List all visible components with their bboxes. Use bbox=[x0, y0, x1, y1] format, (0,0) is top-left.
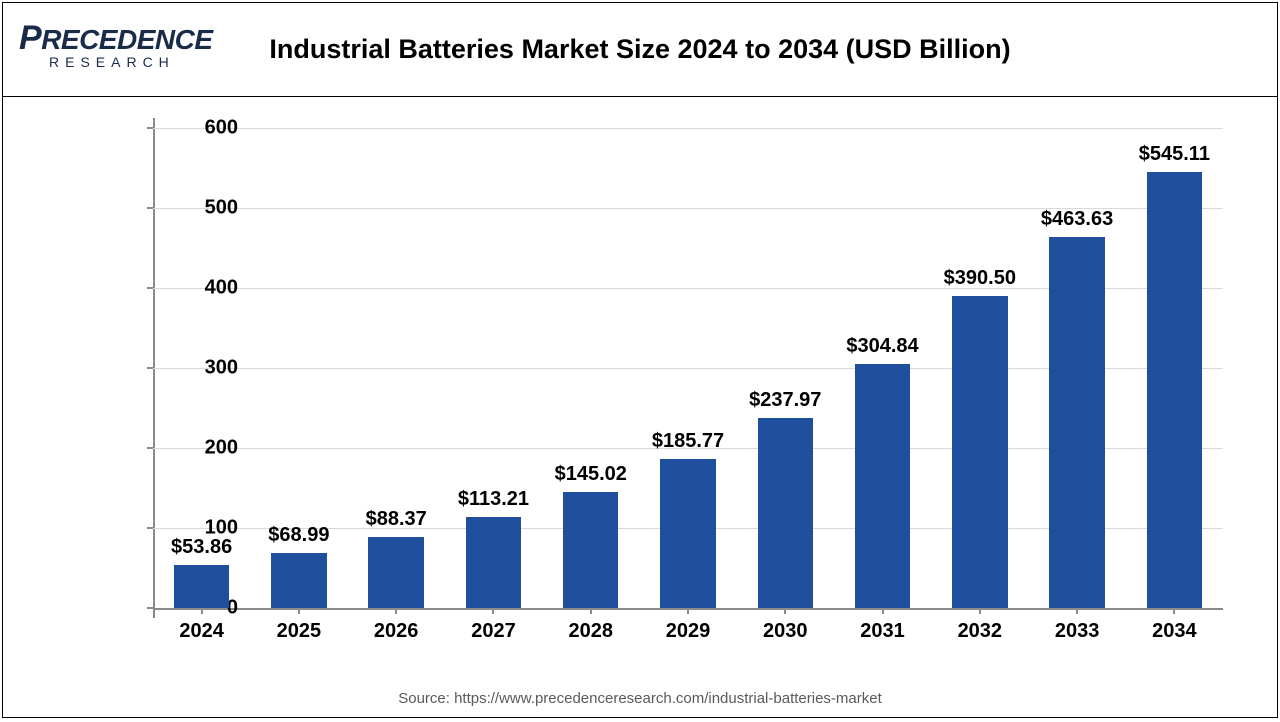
bar-group: $237.97 bbox=[758, 418, 813, 608]
x-category-label: 2030 bbox=[763, 620, 808, 643]
bar-value-label: $304.84 bbox=[846, 335, 918, 358]
bar-value-label: $390.50 bbox=[944, 267, 1016, 290]
bar-value-label: $237.97 bbox=[749, 389, 821, 412]
source-caption: Source: https://www.precedenceresearch.c… bbox=[3, 690, 1277, 707]
x-tick-mark bbox=[882, 608, 884, 614]
x-category-label: 2033 bbox=[1055, 620, 1100, 643]
chart-area: 0100200300400500600 $53.86$68.99$88.37$1… bbox=[53, 128, 1233, 648]
brand-logo: PRECEDENCE RESEARCH bbox=[19, 19, 219, 70]
bar-group: $545.11 bbox=[1147, 172, 1202, 608]
x-tick-mark bbox=[1076, 608, 1078, 614]
bar bbox=[563, 492, 618, 608]
bar-group: $113.21 bbox=[466, 517, 521, 608]
bar-group: $53.86 bbox=[174, 565, 229, 608]
bar bbox=[368, 537, 423, 608]
bar-group: $68.99 bbox=[271, 553, 326, 608]
bar bbox=[660, 459, 715, 608]
x-category-label: 2031 bbox=[860, 620, 905, 643]
bar bbox=[174, 565, 229, 608]
bar bbox=[1049, 237, 1104, 608]
x-category-label: 2025 bbox=[277, 620, 322, 643]
x-tick-mark bbox=[201, 608, 203, 614]
bar-group: $185.77 bbox=[660, 459, 715, 608]
bar-value-label: $88.37 bbox=[366, 508, 427, 531]
x-category-label: 2024 bbox=[179, 620, 224, 643]
bar bbox=[952, 296, 1007, 608]
bar-value-label: $113.21 bbox=[458, 488, 529, 511]
x-category-label: 2027 bbox=[471, 620, 516, 643]
bar bbox=[1147, 172, 1202, 608]
x-tick-mark bbox=[395, 608, 397, 614]
chart-frame: PRECEDENCE RESEARCH Industrial Batteries… bbox=[2, 2, 1278, 718]
header: PRECEDENCE RESEARCH Industrial Batteries… bbox=[3, 3, 1277, 97]
x-category-label: 2026 bbox=[374, 620, 419, 643]
bars-container: $53.86 $68.99 $88.37 $113.21 $145.02 $185.77 $… bbox=[153, 128, 1223, 608]
bar bbox=[758, 418, 813, 608]
logo-line1: PRECEDENCE bbox=[19, 19, 219, 58]
bar-value-label: $145.02 bbox=[555, 463, 627, 486]
x-tick-mark bbox=[979, 608, 981, 614]
bar-value-label: $53.86 bbox=[171, 536, 232, 559]
x-tick-mark bbox=[590, 608, 592, 614]
bar-value-label: $68.99 bbox=[268, 524, 329, 547]
x-category-label: 2029 bbox=[666, 620, 711, 643]
bar bbox=[271, 553, 326, 608]
x-category-label: 2028 bbox=[568, 620, 613, 643]
x-tick-mark bbox=[687, 608, 689, 614]
x-category-label: 2032 bbox=[958, 620, 1003, 643]
x-tick-mark bbox=[492, 608, 494, 614]
x-tick-mark bbox=[1173, 608, 1175, 614]
bar-group: $88.37 bbox=[368, 537, 423, 608]
bar-group: $463.63 bbox=[1049, 237, 1104, 608]
x-category-label: 2034 bbox=[1152, 620, 1197, 643]
bar-value-label: $463.63 bbox=[1041, 208, 1113, 231]
plot: 0100200300400500600 $53.86$68.99$88.37$1… bbox=[153, 128, 1223, 608]
bar-group: $145.02 bbox=[563, 492, 618, 608]
bar-value-label: $185.77 bbox=[652, 430, 724, 453]
bar-value-label: $545.11 bbox=[1139, 143, 1210, 166]
x-tick-mark bbox=[298, 608, 300, 614]
x-tick-mark bbox=[784, 608, 786, 614]
logo-text-rest: RECEDENCE bbox=[41, 24, 212, 55]
bar bbox=[855, 364, 910, 608]
bar bbox=[466, 517, 521, 608]
bar-group: $304.84 bbox=[855, 364, 910, 608]
bar-group: $390.50 bbox=[952, 296, 1007, 608]
